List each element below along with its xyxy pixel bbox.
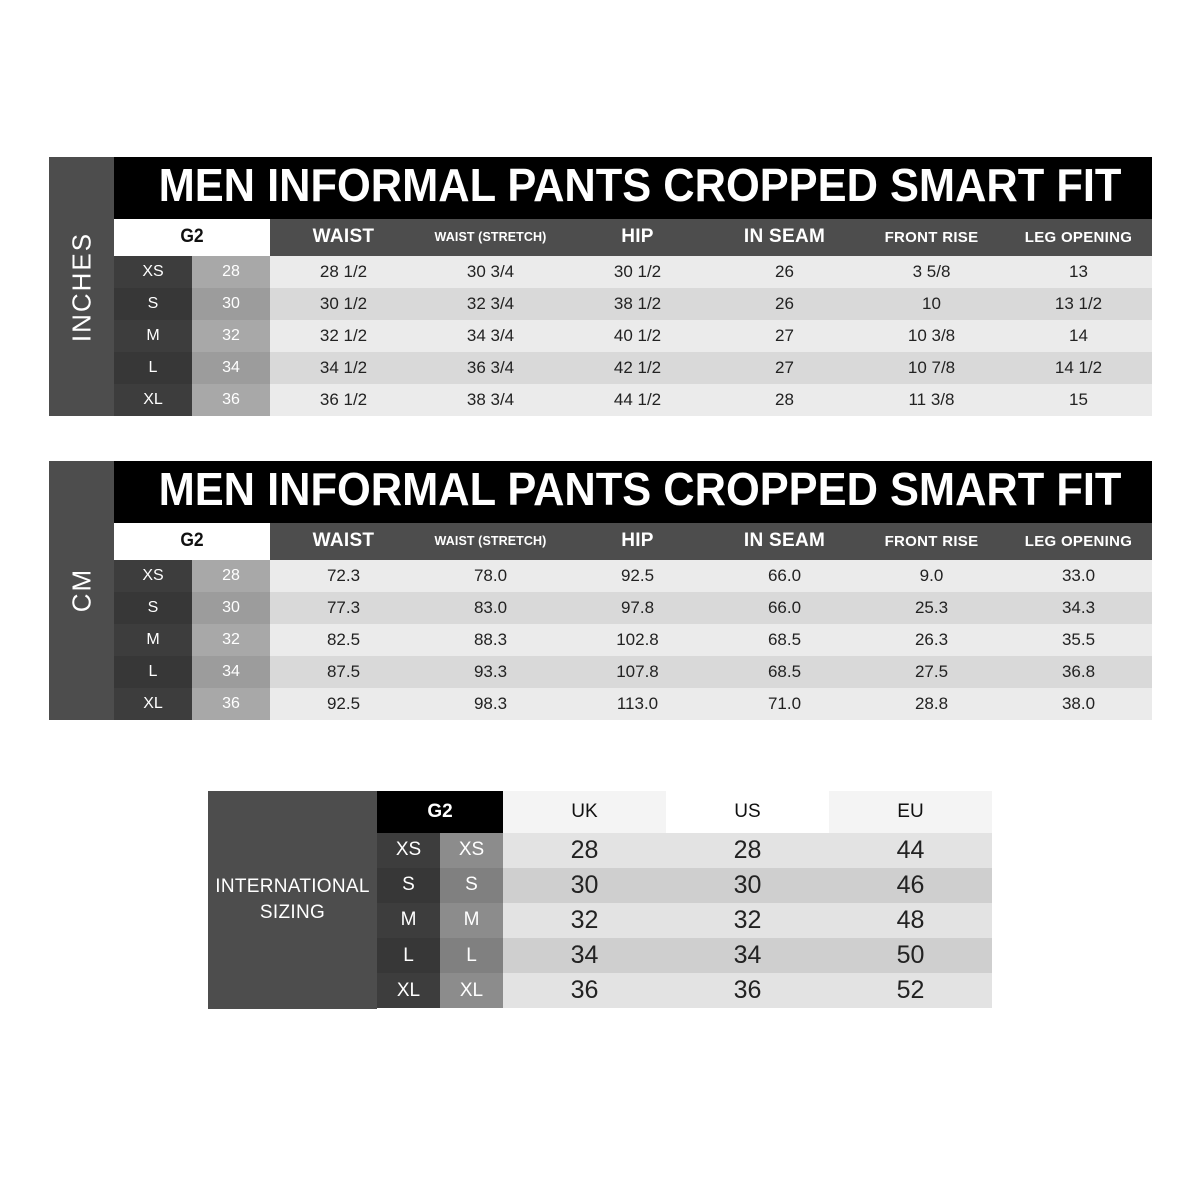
svg-text:MEN INFORMAL PANTS CROPPED SMA: MEN INFORMAL PANTS CROPPED SMART FIT	[159, 159, 1122, 211]
svg-text:MEN INFORMAL PANTS CROPPED SMA: MEN INFORMAL PANTS CROPPED SMART FIT	[159, 462, 1122, 514]
